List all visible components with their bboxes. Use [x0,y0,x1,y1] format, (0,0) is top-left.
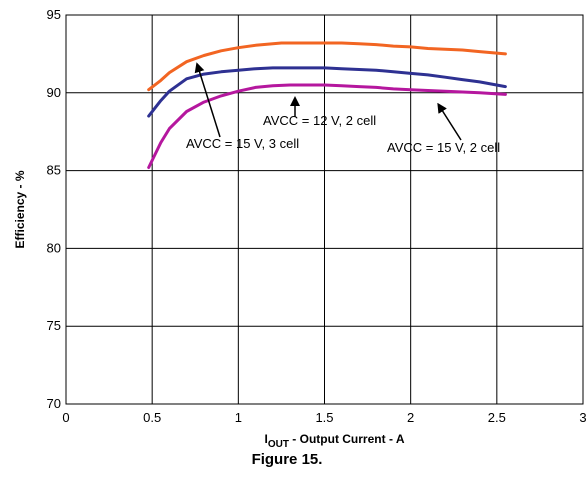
x-axis-label-rest: - Output Current - A [289,432,405,446]
x-axis-label-main: I [265,432,268,446]
x-tick-label: 0 [62,410,69,425]
figure-caption: Figure 15. [252,451,323,468]
x-tick-label: 1.5 [315,410,333,425]
x-tick-label: 2 [407,410,414,425]
series-line-0 [147,41,507,92]
x-tick-label: 2.5 [488,410,506,425]
series-line-2 [147,83,507,169]
y-tick-label: 85 [47,163,61,178]
y-tick-label: 75 [47,318,61,333]
x-tick-label: 0.5 [143,410,161,425]
y-tick-label: 95 [47,7,61,22]
annotation-arrow [437,102,462,141]
chart-grid [65,14,584,405]
annotation-layer: AVCC = 12 V, 2 cell AVCC = 15 V, 3 cell … [186,62,500,155]
series-line-1 [147,66,507,118]
y-tick-label: 80 [47,240,61,255]
x-axis-label: IOUT - Output Current - A [265,432,405,450]
annotation-arrow [194,62,221,138]
y-tick-label: 70 [47,396,61,411]
annotation-label-12v-2cell: AVCC = 12 V, 2 cell [263,113,376,128]
y-tick-labels: 70 75 80 85 90 95 [47,7,61,411]
x-tick-label: 1 [235,410,242,425]
plot-area-frame [65,14,584,405]
x-axis-label-subscript: OUT [268,439,289,450]
series-layer [147,41,507,169]
annotation-label-15v-3cell: AVCC = 15 V, 3 cell [186,136,299,151]
x-tick-labels: 0 0.5 1 1.5 2 2.5 3 [62,410,586,425]
x-tick-label: 3 [579,410,586,425]
y-tick-label: 90 [47,85,61,100]
annotation-label-15v-2cell: AVCC = 15 V, 2 cell [387,140,500,155]
y-axis-label: Efficiency - % [13,170,27,248]
